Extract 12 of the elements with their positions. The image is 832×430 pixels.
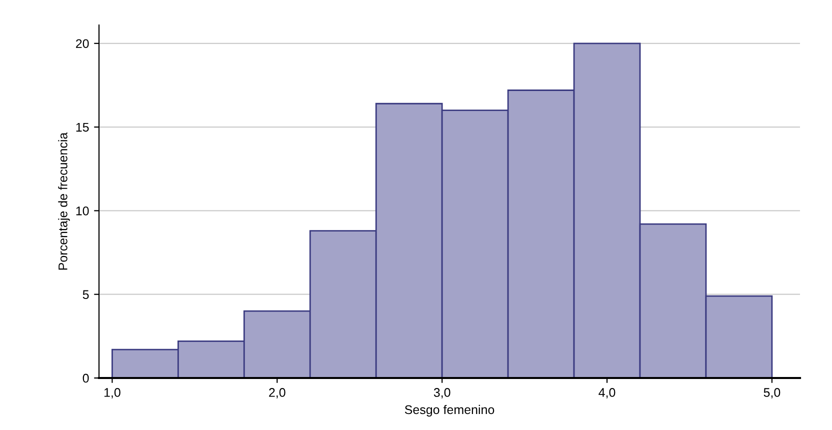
x-tick-label: 3,0: [434, 388, 450, 398]
x-tick-label: 5,0: [764, 388, 780, 398]
y-tick-label: 5: [82, 290, 89, 300]
x-tick-label: 4,0: [598, 388, 616, 398]
x-tick-label: 1,0: [104, 388, 120, 398]
y-tick-label: 0: [82, 374, 89, 383]
y-axis-title: Porcentaje de frecuencia: [58, 132, 70, 270]
y-tick-label: 10: [76, 206, 89, 216]
x-tick-label: 2,0: [269, 388, 286, 398]
x-axis-title: Sesgo femenino: [404, 404, 494, 417]
y-tick-label: 20: [76, 39, 89, 48]
y-tick-label: 15: [76, 122, 89, 132]
